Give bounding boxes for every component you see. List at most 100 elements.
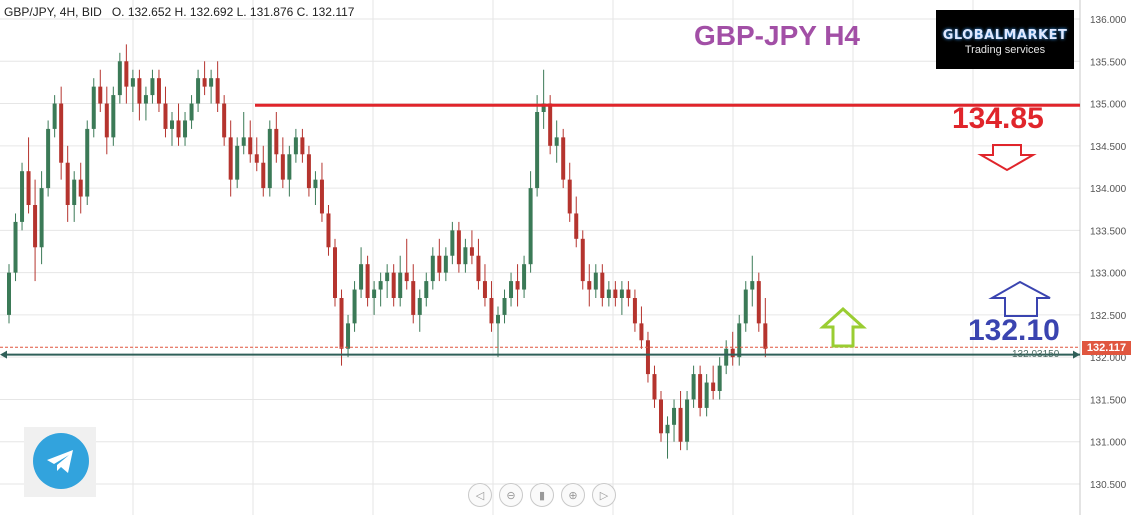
zoom-out-icon[interactable]: ⊖: [499, 483, 523, 507]
candle-body: [78, 179, 83, 197]
candle-body: [652, 374, 657, 400]
y-tick-label: 133.500: [1090, 226, 1127, 237]
candle-body: [580, 238, 585, 282]
candle-body: [535, 112, 540, 189]
candle-body: [691, 374, 696, 400]
candle-body: [561, 137, 566, 180]
candle-body: [365, 264, 370, 298]
candle-body: [352, 289, 357, 324]
candle-body: [450, 230, 455, 256]
candle-body: [645, 340, 650, 375]
candle-body: [52, 103, 57, 129]
logo-sub-text: Trading services: [964, 44, 1046, 56]
y-tick-label: 131.000: [1090, 438, 1127, 449]
candle-body: [678, 407, 683, 442]
candle-body: [626, 289, 631, 298]
scroll-left-icon[interactable]: ◁: [468, 483, 492, 507]
candle-body: [456, 230, 461, 265]
chart-navigation: ◁ ⊖ ▮ ⊕ ▷: [468, 483, 616, 507]
candle-body: [98, 86, 103, 104]
candle-body: [280, 154, 285, 180]
candle-body: [613, 289, 618, 298]
candle-body: [333, 247, 337, 298]
y-tick-label: 134.500: [1090, 142, 1127, 153]
candle-body: [567, 179, 572, 214]
candle-body: [711, 382, 716, 391]
candle-body: [404, 272, 409, 282]
candle-body: [248, 137, 253, 155]
support-line-arrow-right: [1073, 350, 1080, 359]
candle-body: [496, 314, 500, 324]
y-tick-label: 135.500: [1090, 57, 1127, 68]
candle-body: [424, 281, 429, 298]
candle-body: [85, 128, 90, 197]
candle-body: [267, 128, 272, 189]
resistance-label: 134.85: [952, 102, 1044, 135]
support-line-tag: 132.03150: [1012, 349, 1060, 360]
candle-body: [33, 205, 38, 248]
candle-body: [346, 323, 351, 349]
candle-body: [698, 374, 703, 408]
candle-body: [659, 399, 663, 434]
y-tick-label: 131.500: [1090, 395, 1127, 406]
candle-body: [65, 162, 70, 205]
candle-body: [372, 289, 377, 298]
candle-body: [541, 103, 546, 112]
candle-body: [606, 289, 611, 298]
y-tick-label: 134.000: [1090, 184, 1127, 195]
scroll-right-icon[interactable]: ▷: [592, 483, 616, 507]
candle-body: [306, 154, 311, 189]
candle-body: [326, 213, 331, 248]
candle-body: [156, 78, 161, 104]
candle-body: [548, 103, 553, 146]
candle-body: [469, 247, 474, 256]
candle-body: [522, 264, 527, 290]
candle-body: [196, 78, 201, 104]
target-label: 132.10: [968, 314, 1060, 347]
y-tick-label: 135.000: [1090, 100, 1127, 111]
candle-body: [215, 78, 220, 104]
candle-body: [339, 298, 344, 349]
candle-body: [704, 382, 709, 408]
candle-body: [463, 247, 468, 265]
candle-body: [391, 272, 396, 298]
candle-body: [241, 137, 246, 146]
zoom-in-icon[interactable]: ⊕: [561, 483, 585, 507]
candle-body: [39, 188, 44, 248]
support-line-arrow-left: [0, 350, 7, 359]
candle-body: [528, 188, 533, 265]
candle-body: [228, 137, 233, 180]
candle-body: [574, 213, 579, 239]
candle-body: [46, 128, 51, 189]
candle-body: [274, 128, 279, 155]
y-tick-label: 133.000: [1090, 269, 1127, 280]
candle-body: [300, 137, 305, 155]
y-tick-label: 136.000: [1090, 15, 1127, 26]
candle-body: [7, 272, 11, 315]
candle-body: [593, 272, 598, 290]
chart-title: GBP-JPY H4: [694, 20, 860, 51]
candle-body: [209, 78, 214, 87]
y-tick-label: 132.000: [1090, 353, 1127, 364]
candle-body: [619, 289, 624, 298]
candle-body: [150, 78, 155, 96]
logo-brand-text: GLOBALMARKET: [942, 28, 1068, 43]
symbol-ohlc-line: GBP/JPY, 4H, BID O. 132.652 H. 132.692 L…: [4, 5, 355, 19]
candle-body: [632, 298, 637, 324]
down-arrow-icon: [977, 144, 1037, 172]
reset-icon[interactable]: ▮: [530, 483, 554, 507]
y-tick-label: 130.500: [1090, 480, 1127, 491]
candle-body: [665, 424, 670, 434]
candle-body: [385, 272, 390, 282]
candle-body: [730, 348, 735, 358]
telegram-icon: [33, 433, 89, 489]
candle-body: [117, 61, 122, 96]
telegram-button[interactable]: [24, 427, 96, 497]
candle-body: [261, 162, 266, 189]
candle-body: [313, 179, 318, 189]
candle-body: [489, 298, 494, 324]
candle-body: [482, 281, 487, 298]
candle-body: [13, 221, 18, 273]
candle-body: [515, 281, 520, 290]
